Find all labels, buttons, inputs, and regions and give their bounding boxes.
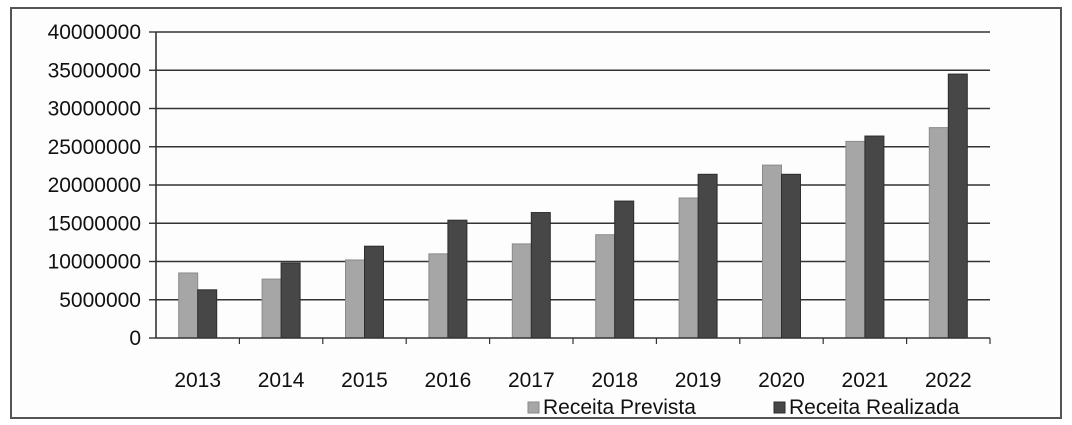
bar-receita-prevista-2021: [845, 140, 866, 339]
y-tick-label: 35000000: [48, 59, 141, 82]
bar-receita-realizada-2013: [197, 289, 218, 339]
bar-receita-prevista-2022: [928, 127, 949, 339]
x-tick-label: 2020: [758, 369, 805, 392]
legend-label-receita-realizada: Receita Realizada: [789, 396, 960, 419]
x-tick-label: 2019: [675, 369, 722, 392]
x-tick-label: 2022: [925, 369, 972, 392]
axes: [149, 31, 991, 344]
x-tick-labels: 2013 2014 2015 2016 2017 2018 2019 2020 2021 2022: [174, 369, 971, 392]
bar-receita-realizada-2014: [280, 262, 301, 339]
bar-receita-prevista-2018: [595, 234, 616, 339]
bar-receita-realizada-2021: [864, 135, 885, 339]
bar-receita-realizada-2022: [947, 73, 968, 339]
legend-label-receita-prevista: Receita Prevista: [543, 396, 696, 419]
y-tick-label: 25000000: [48, 136, 141, 159]
bar-receita-prevista-2019: [678, 197, 699, 339]
x-tick-label: 2016: [425, 369, 472, 392]
y-tick-label: 5000000: [59, 289, 141, 312]
bar-receita-realizada-2015: [364, 245, 384, 339]
x-tick-label: 2013: [174, 369, 221, 392]
bar-receita-prevista-2013: [178, 272, 199, 339]
x-tick-label: 2017: [508, 369, 555, 392]
y-tick-label: 10000000: [48, 251, 141, 274]
y-tick-label: 40000000: [48, 21, 141, 44]
legend: Receita Prevista Receita Realizada: [527, 396, 960, 419]
bar-receita-prevista-2020: [762, 164, 782, 339]
y-tick-label: 0: [129, 327, 141, 350]
legend-swatch-receita-prevista: [527, 401, 540, 414]
bar-receita-prevista-2015: [345, 259, 365, 339]
bar-receita-realizada-2019: [697, 173, 718, 339]
y-tick-label: 20000000: [48, 174, 141, 197]
bar-receita-realizada-2016: [447, 219, 468, 339]
x-tick-label: 2018: [591, 369, 638, 392]
x-tick-label: 2021: [842, 369, 889, 392]
bar-receita-prevista-2014: [261, 278, 282, 339]
x-tick-label: 2014: [258, 369, 305, 392]
bar-receita-realizada-2018: [614, 200, 635, 339]
bar-receita-realizada-2017: [530, 212, 551, 339]
y-tick-label: 15000000: [48, 212, 141, 235]
y-tick-label: 30000000: [48, 98, 141, 121]
legend-swatch-receita-realizada: [773, 401, 786, 414]
bar-receita-realizada-2020: [781, 173, 801, 339]
x-tick-label: 2015: [341, 369, 388, 392]
bar-receita-prevista-2016: [428, 253, 449, 339]
bars: [178, 73, 968, 339]
bar-receita-prevista-2017: [511, 243, 532, 339]
y-tick-labels: 0 5000000 10000000 15000000 20000000 25000000…: [48, 21, 141, 350]
